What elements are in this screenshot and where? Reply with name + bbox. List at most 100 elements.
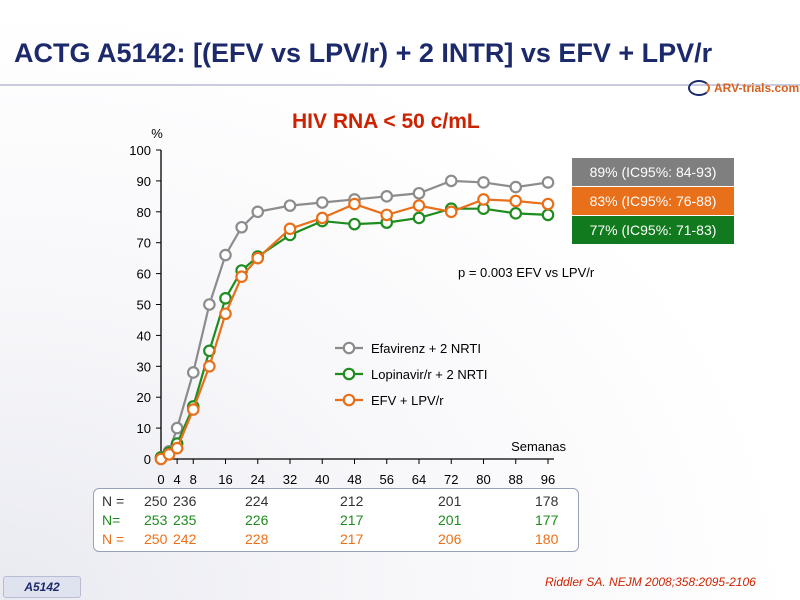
data-point [444,174,458,188]
n-cell: 180 [535,531,559,547]
chart-subtitle: HIV RNA < 50 c/mL [292,110,480,133]
y-axis-label: % [151,126,163,141]
x-tick-label: 0 [157,472,164,487]
n-cell: 253 [144,512,168,528]
legend-marker [342,341,356,355]
p-value-annotation: p = 0.003 EFV vs LPV/r [458,265,595,280]
data-point [170,421,184,435]
y-tick-label: 70 [137,236,151,251]
n-cell: 201 [438,512,462,528]
data-point [541,208,555,222]
logo-text: ARV-trials.com [714,81,800,95]
data-point [203,298,216,311]
y-tick-label: 80 [137,205,151,220]
data-point [203,359,216,373]
n-at-risk-table: N = 250 236 224 212 201 178 N= 253 235 2… [93,488,579,552]
n-cell: 228 [245,531,269,547]
data-point [251,251,265,265]
citation: Riddler SA. NEJM 2008;358:2095-2106 [545,575,756,589]
n-cell: 217 [340,512,364,528]
n-row-label: N= [102,512,121,528]
n-row-lopinavir: N= 253 235 226 217 201 177 [94,512,578,530]
data-point [541,176,555,189]
data-point [235,220,248,234]
n-row-efavirenz: N = 250 236 224 212 201 178 [94,493,578,511]
title-divider [0,84,800,86]
data-point [412,186,426,200]
n-cell: 201 [438,493,462,509]
x-tick-label: 72 [444,472,458,487]
y-tick-label: 20 [137,390,151,405]
data-point [315,196,329,209]
data-point [251,205,265,219]
data-point [219,292,232,305]
data-point [412,211,426,225]
study-tag: A5142 [3,576,81,598]
data-point [283,199,297,212]
y-tick-label: 10 [137,421,151,436]
x-tick-label: 96 [541,472,555,487]
x-tick-label: 56 [380,472,394,487]
n-cell: 178 [535,493,559,509]
n-cell: 224 [245,493,269,509]
data-point [315,211,329,225]
x-tick-label: 88 [509,472,523,487]
legend-label: Efavirenz + 2 NRTI [371,341,481,356]
ci-box-lopinavir: 77% (IC95%: 71-83) [572,216,734,244]
n-cell: 206 [438,531,462,547]
y-tick-label: 30 [137,359,151,374]
n-cell: 217 [340,531,364,547]
x-tick-label: 64 [412,472,426,487]
data-point [219,248,232,262]
data-point [380,190,394,203]
series-line-2 [160,198,549,460]
data-point [380,208,394,222]
ci-box-efavirenz: 89% (IC95%: 84-93) [572,158,734,186]
n-cell: 226 [245,512,269,528]
data-point [412,199,426,212]
legend-marker [342,393,356,407]
n-cell: 242 [173,531,197,547]
data-point [162,448,176,461]
data-point [170,441,184,455]
n-cell: 236 [173,493,197,509]
y-tick-label: 0 [144,452,151,467]
n-cell: 177 [535,512,559,528]
n-cell: 212 [340,493,364,509]
arv-logo-icon [688,80,710,96]
legend-label: Lopinavir/r + 2 NRTI [371,367,487,382]
data-point [477,193,490,206]
x-tick-label: 48 [347,472,361,487]
x-tick-label: 4 [174,472,181,487]
data-point [235,270,248,283]
x-tick-label: 32 [283,472,297,487]
data-point [348,217,361,231]
n-cell: 250 [144,493,168,509]
y-tick-label: 40 [137,328,151,343]
data-point [541,197,555,211]
data-point [509,194,523,208]
y-tick-label: 90 [137,174,151,189]
x-tick-label: 80 [476,472,490,487]
data-point [444,205,458,219]
y-tick-label: 100 [129,143,151,158]
ci-box-efv-lpv: 83% (IC95%: 76-88) [572,187,734,215]
slide-title: ACTG A5142: [(EFV vs LPV/r) + 2 INTR] vs… [14,38,713,68]
data-point [477,176,490,189]
data-point [283,222,297,236]
legend-label: EFV + LPV/r [371,393,444,408]
arv-trials-logo: ARV-trials.com [688,80,799,96]
data-point [186,403,200,416]
data-point [219,307,232,321]
n-row-label: N = [102,493,125,509]
n-row-efv-lpv: N = 250 242 228 217 206 180 [94,531,578,549]
x-tick-label: 16 [218,472,232,487]
x-tick-label: 8 [190,472,197,487]
n-cell: 235 [173,512,197,528]
y-tick-label: 50 [137,298,151,313]
data-point [348,197,361,211]
data-point [509,207,523,220]
x-tick-label: 24 [251,472,265,487]
x-axis-label: Semanas [511,439,566,454]
